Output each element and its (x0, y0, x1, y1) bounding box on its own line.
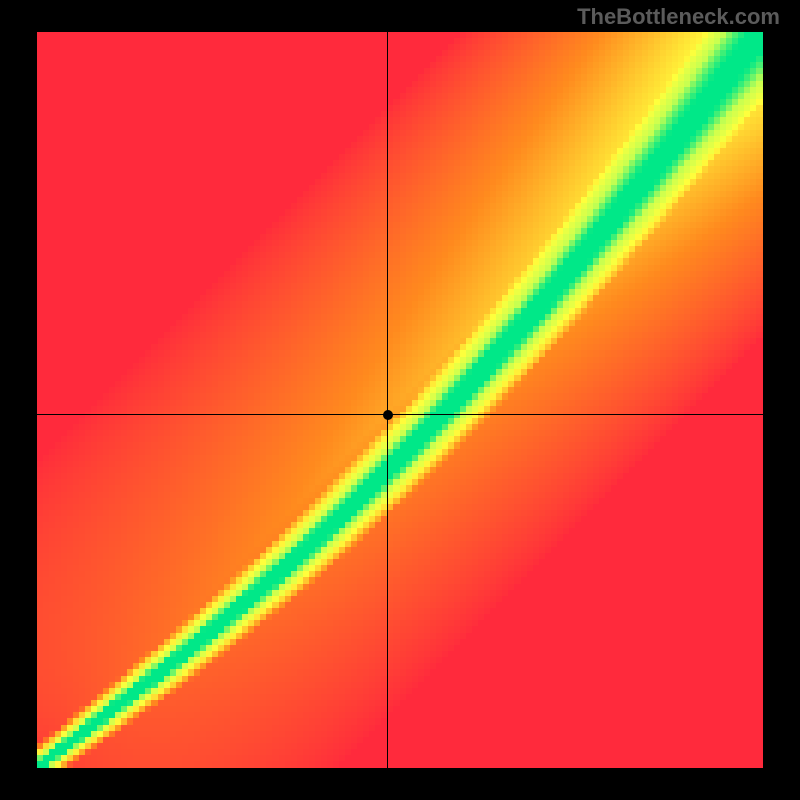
crosshair-vertical (387, 32, 388, 768)
bottleneck-heatmap (37, 32, 763, 768)
chart-container: { "watermark": { "text": "TheBottleneck.… (0, 0, 800, 800)
watermark-text: TheBottleneck.com (577, 4, 780, 30)
crosshair-marker-dot (383, 410, 393, 420)
crosshair-horizontal (37, 414, 763, 415)
